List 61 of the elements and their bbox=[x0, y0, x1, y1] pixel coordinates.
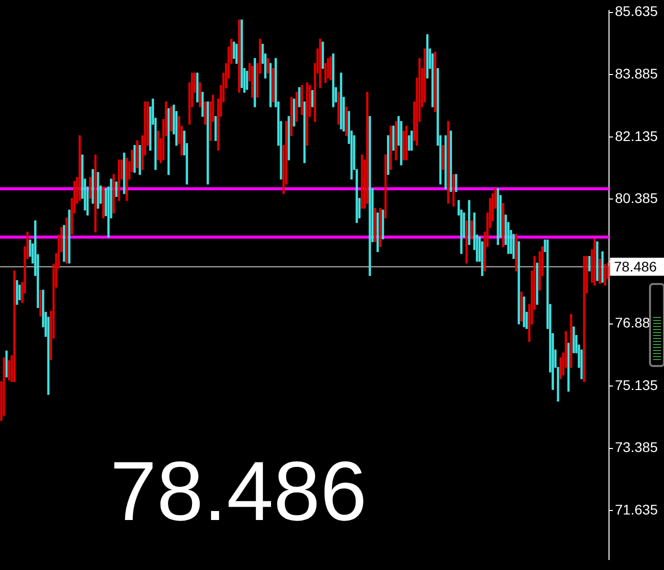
candlestick bbox=[390, 126, 392, 170]
candlestick bbox=[337, 92, 340, 125]
candlestick bbox=[570, 314, 572, 368]
y-tick-label: 73.385 bbox=[615, 439, 658, 456]
y-tick-label: 85.635 bbox=[615, 3, 658, 20]
candlestick bbox=[384, 154, 387, 218]
candlestick bbox=[470, 220, 473, 240]
candlestick bbox=[442, 144, 444, 170]
candlestick bbox=[206, 102, 209, 184]
candlestick bbox=[496, 188, 500, 245]
candlestick bbox=[481, 241, 484, 276]
y-tick-label: 75.135 bbox=[615, 376, 658, 393]
candlestick bbox=[374, 208, 376, 242]
candlestick bbox=[572, 326, 575, 354]
candlestick bbox=[201, 92, 204, 117]
candlestick bbox=[340, 72, 342, 130]
candlestick bbox=[298, 87, 300, 108]
candlestick bbox=[246, 70, 248, 90]
candlestick bbox=[596, 241, 598, 281]
candlestick bbox=[520, 292, 523, 322]
candlestick bbox=[454, 174, 458, 192]
candlestick bbox=[62, 225, 66, 262]
candlestick bbox=[588, 256, 591, 272]
candlestick bbox=[133, 144, 136, 173]
candlestick bbox=[118, 160, 120, 201]
candlestick bbox=[136, 140, 138, 168]
candlestick bbox=[39, 290, 42, 316]
candlestick bbox=[251, 66, 254, 98]
candlestick bbox=[394, 121, 398, 160]
candlestick bbox=[126, 158, 128, 201]
candlestick bbox=[332, 53, 334, 108]
candlestick bbox=[266, 58, 270, 74]
candlestick bbox=[16, 280, 18, 305]
candlestick bbox=[5, 350, 8, 378]
y-tick-label: 80.385 bbox=[615, 190, 658, 206]
candlestick bbox=[512, 234, 515, 259]
candlestick bbox=[306, 82, 308, 146]
candlestick bbox=[68, 210, 70, 264]
candlestick bbox=[235, 44, 238, 64]
y-tick-label: 82.135 bbox=[615, 128, 658, 144]
candlestick bbox=[382, 210, 384, 240]
candlestick bbox=[198, 82, 202, 108]
annotation: 78.486 bbox=[110, 444, 367, 538]
candlestick bbox=[567, 342, 570, 392]
candlestick bbox=[601, 251, 604, 283]
candlestick bbox=[94, 154, 97, 232]
candlestick bbox=[405, 126, 408, 160]
candlestick bbox=[360, 154, 364, 209]
candlestick bbox=[447, 121, 450, 204]
candlestick bbox=[102, 186, 104, 218]
candlestick bbox=[292, 98, 296, 126]
candlestick bbox=[522, 296, 526, 328]
y-tick-label: 76.88 bbox=[615, 314, 650, 331]
candlestick bbox=[92, 169, 94, 204]
ref-line-label: 78.486 bbox=[614, 258, 658, 275]
candlestick bbox=[78, 135, 81, 201]
y-tick-label: 71.635 bbox=[615, 502, 658, 518]
candlestick bbox=[269, 63, 272, 108]
candlestick bbox=[167, 108, 170, 175]
candlestick bbox=[465, 220, 468, 264]
y-tick-label: 83.885 bbox=[615, 66, 658, 82]
